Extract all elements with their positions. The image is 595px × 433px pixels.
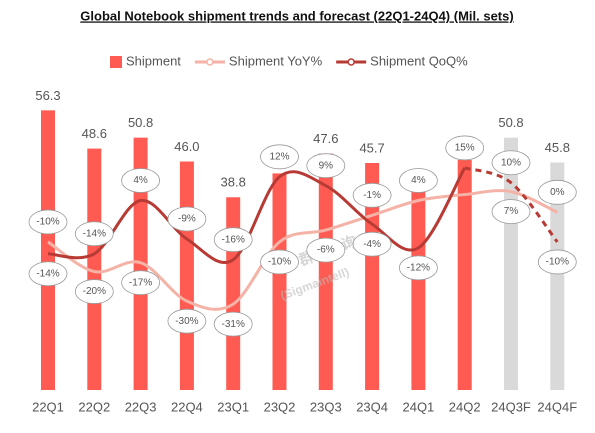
data-label-bubble <box>260 249 299 275</box>
data-label: 10% <box>501 157 521 168</box>
x-tick-label: 22Q3 <box>125 399 157 414</box>
data-label-bubble <box>74 279 114 304</box>
data-label: -20% <box>83 286 106 297</box>
bar <box>457 160 472 390</box>
data-label: 4% <box>411 175 426 186</box>
data-label: -14% <box>83 228 106 239</box>
data-label-bubble <box>28 261 68 287</box>
x-tick-label: 23Q4 <box>356 399 388 414</box>
bar-value-label: 38.8 <box>221 175 246 190</box>
x-tick-label: 24Q3F <box>491 399 531 414</box>
legend-label: Shipment <box>126 53 181 68</box>
legend-label: Shipment YoY% <box>229 53 323 68</box>
data-label: -10% <box>546 257 569 268</box>
data-label: -16% <box>222 234 245 245</box>
x-tick-label: 24Q4F <box>537 399 577 414</box>
legend-swatch <box>206 58 214 66</box>
data-label: 9% <box>319 160 334 171</box>
data-label: -12% <box>407 263 430 274</box>
x-tick-label: 22Q1 <box>32 399 64 414</box>
x-tick-label: 23Q1 <box>217 399 249 414</box>
data-label: -31% <box>222 319 245 330</box>
data-label-bubble <box>213 227 253 253</box>
data-label-bubble <box>28 209 68 235</box>
legend-label: Shipment QoQ% <box>370 53 468 68</box>
bar-value-label: 56.3 <box>35 88 60 103</box>
data-label-bubble <box>167 308 207 334</box>
legend-swatch <box>110 56 122 68</box>
chart-title: Global Notebook shipment trends and fore… <box>80 8 513 23</box>
data-label-bubble <box>306 153 346 179</box>
x-tick-label: 23Q2 <box>264 399 296 414</box>
data-label-bubble <box>491 199 531 225</box>
data-label: -10% <box>36 217 59 228</box>
data-label: -14% <box>36 268 59 279</box>
bar <box>318 153 333 390</box>
data-label: 7% <box>504 206 519 217</box>
bar <box>272 173 287 390</box>
bar <box>179 161 194 390</box>
bar-value-label: 47.6 <box>313 131 338 146</box>
data-label-bubble <box>121 270 161 296</box>
bar-value-label: 45.7 <box>359 140 384 155</box>
x-tick-label: 22Q4 <box>171 399 203 414</box>
data-label: -30% <box>175 316 198 327</box>
x-tick-label: 24Q1 <box>402 399 434 414</box>
bar <box>550 162 565 390</box>
data-label: -6% <box>317 245 335 256</box>
data-label: -9% <box>178 214 196 225</box>
data-label-bubble <box>352 231 392 257</box>
data-label: 0% <box>550 187 565 198</box>
line <box>464 166 559 243</box>
data-label: -10% <box>268 257 291 268</box>
data-label-bubble <box>537 179 577 205</box>
bar <box>226 197 241 390</box>
data-label: -1% <box>363 190 381 201</box>
data-label-bubble <box>491 150 531 176</box>
data-label: 12% <box>269 151 289 162</box>
data-label-bubble <box>398 168 438 193</box>
data-label: -17% <box>129 277 152 288</box>
x-tick-label: 22Q2 <box>78 399 110 414</box>
x-tick-label: 23Q3 <box>310 399 342 414</box>
bar <box>41 110 55 391</box>
data-label-bubble <box>445 135 485 161</box>
data-label-bubble <box>213 311 253 337</box>
data-label-bubble <box>352 182 392 208</box>
data-label: 4% <box>133 175 148 186</box>
bar <box>87 148 102 390</box>
line <box>47 189 558 311</box>
data-label-bubble <box>167 206 207 232</box>
data-label-bubble <box>121 168 161 193</box>
bar-value-label: 50.8 <box>128 115 153 130</box>
data-label-bubble <box>398 255 438 281</box>
bar-value-label: 48.6 <box>82 126 107 141</box>
bar <box>411 190 426 390</box>
bar-value-label: 50.8 <box>498 115 523 130</box>
bar-value-label: 46.0 <box>174 139 199 154</box>
x-tick-label: 24Q2 <box>449 399 481 414</box>
data-label-bubble <box>306 237 346 263</box>
data-label: 15% <box>455 143 475 154</box>
data-label-bubble <box>74 221 114 247</box>
legend-swatch <box>347 58 355 66</box>
data-label-bubble <box>537 249 577 275</box>
bar <box>504 137 518 390</box>
data-label-bubble <box>260 144 299 170</box>
line <box>47 167 467 264</box>
bar-value-label: 45.8 <box>545 140 570 155</box>
data-label: -4% <box>363 239 381 250</box>
